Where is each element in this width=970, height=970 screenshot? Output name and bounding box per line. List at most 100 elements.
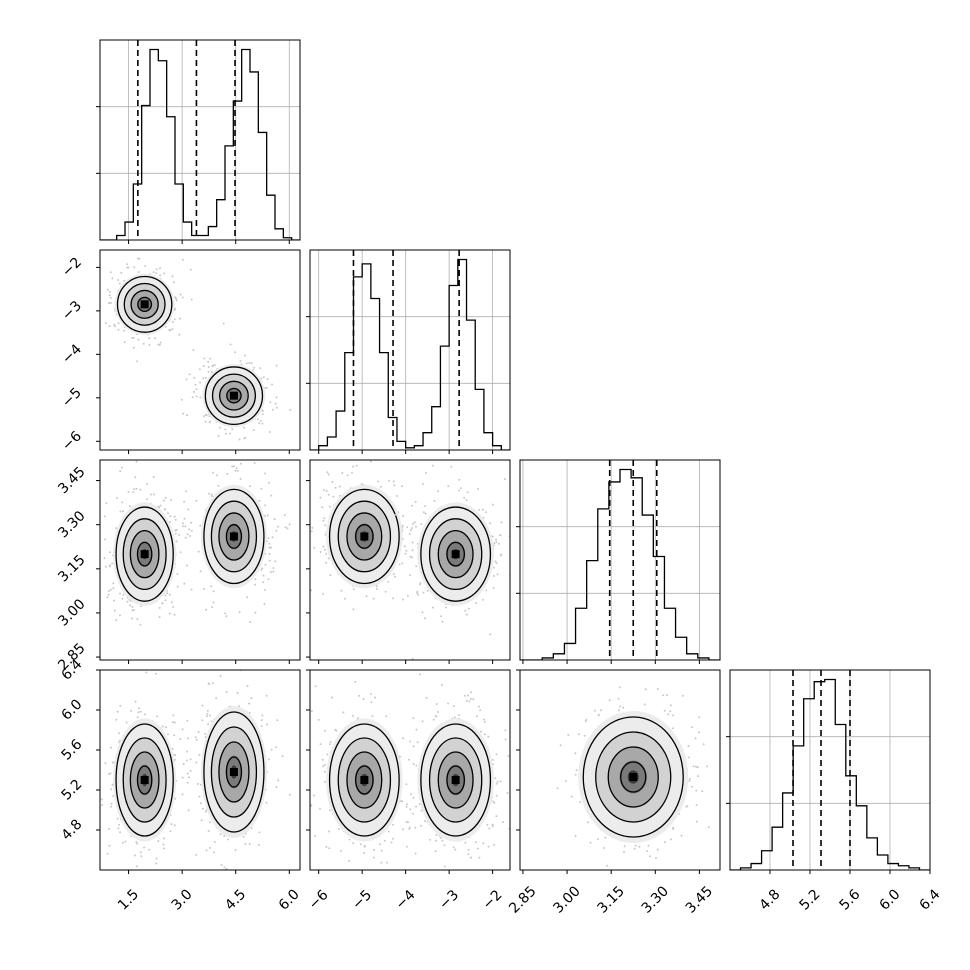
scatter-point (156, 715, 159, 718)
scatter-point (422, 591, 425, 594)
scatter-point (110, 788, 113, 791)
y-tick-label: 3.45 (55, 464, 88, 497)
scatter-point (184, 525, 187, 528)
x-tick-label: 4.8 (756, 886, 783, 913)
scatter-point (267, 758, 270, 761)
scatter-point (415, 805, 417, 808)
scatter-point (213, 364, 216, 366)
scatter-point (158, 616, 161, 619)
scatter-point (307, 583, 309, 585)
scatter-point (161, 725, 164, 728)
scatter-point (324, 524, 327, 527)
scatter-point (275, 746, 278, 749)
scatter-point (205, 608, 208, 611)
scatter-point (208, 821, 211, 824)
scatter-point (190, 521, 193, 524)
histogram-step (730, 678, 930, 870)
scatter-point (450, 465, 453, 468)
scatter-point (188, 528, 191, 531)
scatter-point (264, 472, 267, 475)
scatter-point (258, 499, 261, 502)
scatter-point (117, 827, 120, 830)
scatter-point (467, 607, 470, 610)
scatter-point (113, 323, 116, 326)
scatter-point (319, 496, 322, 499)
scatter-point (202, 415, 205, 418)
contour-line (582, 716, 684, 838)
scatter-point (168, 329, 171, 332)
scatter-point (191, 396, 194, 399)
scatter-point (487, 845, 490, 848)
scatter-point (707, 826, 710, 829)
scatter-point (231, 428, 234, 431)
scatter-point (157, 840, 160, 843)
scatter-point (360, 483, 363, 486)
y-tick-label: 3.00 (55, 596, 88, 629)
contour-line (218, 512, 250, 561)
contour-line (437, 529, 474, 579)
density-peak (140, 300, 149, 309)
scatter-point (115, 527, 118, 530)
scatter-point (398, 563, 401, 566)
scatter-point (130, 709, 133, 712)
scatter-point (186, 414, 189, 417)
scatter-point (132, 346, 135, 349)
scatter-point (589, 841, 592, 844)
scatter-point (670, 704, 672, 707)
scatter-point (662, 694, 665, 697)
scatter-point (606, 864, 608, 867)
contour-line (337, 500, 392, 573)
contour-line (136, 765, 153, 795)
scatter-point (188, 373, 191, 376)
scatter-point (483, 718, 485, 721)
scatter-point (665, 694, 668, 696)
scatter-point (109, 565, 111, 568)
scatter-point (181, 728, 184, 731)
scatter-point (225, 615, 228, 618)
scatter-point (491, 823, 494, 826)
density-peak (229, 532, 238, 541)
scatter-point (322, 545, 325, 548)
scatter-point (321, 506, 324, 509)
panel-3-3 (726, 669, 931, 874)
scatter-point (409, 808, 412, 811)
scatter-point (434, 850, 437, 853)
scatter-point (133, 266, 136, 269)
scatter-point (499, 780, 502, 783)
scatter-point (260, 487, 263, 490)
contour-line (607, 746, 659, 808)
scatter-point (127, 266, 130, 269)
scatter-point (198, 753, 201, 756)
scatter-point (178, 333, 181, 336)
scatter-point (264, 589, 266, 591)
scatter-point (199, 802, 202, 805)
scatter-point (179, 551, 182, 554)
scatter-point (396, 495, 398, 497)
histogram-step (520, 468, 720, 660)
scatter-point (264, 504, 267, 507)
scatter-point (416, 741, 419, 744)
scatter-point (272, 567, 275, 569)
scatter-point (223, 866, 226, 869)
scatter-point (500, 521, 503, 524)
contour-line (355, 524, 374, 549)
scatter-point (181, 793, 184, 796)
scatter-point (159, 267, 161, 270)
scatter-point (494, 777, 497, 780)
scatter-point (170, 498, 173, 501)
scatter-point (465, 613, 468, 616)
scatter-point (139, 623, 142, 626)
scatter-point (348, 860, 351, 862)
scatter-point (328, 830, 330, 833)
scatter-point (121, 501, 124, 504)
scatter-point (268, 546, 271, 549)
scatter-point (496, 780, 499, 783)
scatter-point (435, 703, 438, 705)
panel-frame (99, 459, 301, 661)
scatter-point (495, 815, 498, 818)
scatter-point (213, 841, 216, 843)
scatter-point (193, 390, 195, 393)
scatter-point (419, 673, 421, 676)
contour-line (136, 541, 153, 567)
scatter-point (202, 365, 205, 367)
